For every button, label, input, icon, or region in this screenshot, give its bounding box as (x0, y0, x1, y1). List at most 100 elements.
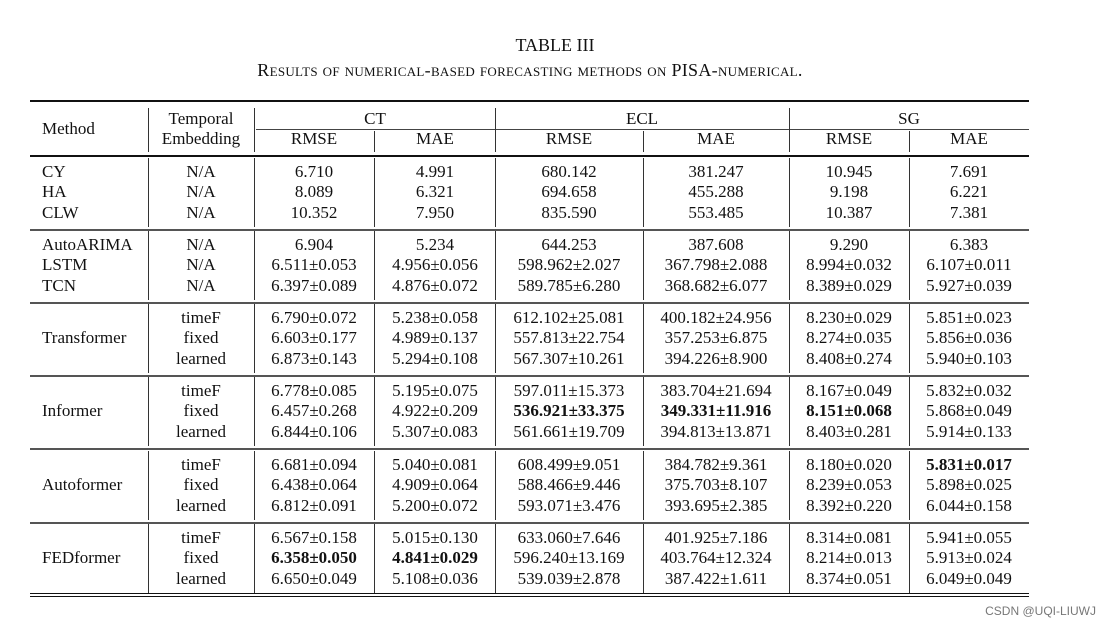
table-cell: 6.383 (949, 235, 989, 254)
column-divider (148, 451, 149, 520)
column-divider (148, 524, 149, 593)
table-cell: 567.307±10.261 (513, 348, 625, 368)
table-cell: 6.221 (949, 182, 989, 202)
temporal-embedding: timeF (181, 455, 221, 474)
column-divider (495, 304, 496, 373)
table-cell: 6.397±0.089 (271, 275, 357, 295)
table-cell: 7.950 (415, 202, 455, 222)
column-divider (254, 158, 255, 227)
column-divider (643, 304, 644, 373)
header-cmidrule (256, 129, 1029, 130)
table-cell: 8.089 (294, 182, 334, 202)
temporal-embedding: N/A (186, 235, 216, 254)
table-cell: 588.466±9.446 (517, 475, 621, 495)
table-cell: 4.909±0.064 (392, 475, 478, 495)
header-method: Method (42, 119, 95, 138)
column-divider (254, 451, 255, 520)
table-cell: 6.603±0.177 (271, 328, 357, 348)
table-cell: 4.876±0.072 (392, 275, 478, 295)
table-cell: 8.180±0.020 (806, 455, 892, 474)
temporal-embedding: timeF (181, 308, 221, 327)
table-cell: 5.914±0.133 (926, 421, 1012, 441)
table-cell: 6.044±0.158 (926, 495, 1012, 515)
table-cell: 4.956±0.056 (392, 255, 478, 275)
table-cell: 6.812±0.091 (271, 495, 357, 515)
block-separator (30, 301, 1029, 304)
temporal-embedding: fixed (183, 328, 219, 348)
column-divider (643, 524, 644, 593)
column-divider (789, 158, 790, 227)
column-divider (374, 131, 375, 152)
table-cell: 5.913±0.024 (926, 548, 1012, 568)
table-cell: 557.813±22.754 (513, 328, 625, 348)
temporal-embedding: fixed (183, 548, 219, 568)
table-cell: 539.039±2.878 (517, 568, 621, 588)
table-cell: 597.011±15.373 (513, 381, 625, 400)
table-cell: 381.247 (688, 162, 744, 181)
table-cell: 8.392±0.220 (806, 495, 892, 515)
column-divider (254, 524, 255, 593)
header-metric-mae: MAE (697, 129, 735, 148)
column-divider (789, 524, 790, 593)
method-name: LSTM (42, 255, 88, 275)
table-cell: 596.240±13.169 (513, 548, 625, 568)
temporal-embedding: timeF (181, 528, 221, 547)
table-cell: 536.921±33.375 (513, 401, 625, 421)
column-divider (909, 377, 910, 446)
table-cell: 5.831±0.017 (926, 455, 1012, 474)
table-cell: 367.798±2.088 (664, 255, 768, 275)
table-cell: 589.785±6.280 (517, 275, 621, 295)
table-cell: 5.234 (415, 235, 455, 254)
column-divider (148, 158, 149, 227)
column-divider (909, 524, 910, 593)
table-cell: 5.856±0.036 (926, 328, 1012, 348)
table-cell: 561.661±19.709 (513, 421, 625, 441)
table-cell: 8.994±0.032 (806, 255, 892, 275)
column-divider (789, 451, 790, 520)
table-cell: 6.650±0.049 (271, 568, 357, 588)
column-divider (643, 158, 644, 227)
table-cell: 6.790±0.072 (271, 308, 357, 327)
temporal-embedding: fixed (183, 475, 219, 495)
table-cell: 593.071±3.476 (517, 495, 621, 515)
table-cell: 8.314±0.081 (806, 528, 892, 547)
method-name: FEDformer (42, 548, 121, 568)
table-cell: 5.941±0.055 (926, 528, 1012, 547)
bottom-rule (30, 593, 1029, 594)
table-cell: 5.940±0.103 (926, 348, 1012, 368)
temporal-embedding: learned (175, 348, 227, 368)
column-divider (909, 158, 910, 227)
table-cell: 608.499±9.051 (517, 455, 621, 474)
table-cell: 7.691 (949, 162, 989, 181)
table-cell: 4.991 (415, 162, 455, 181)
table-cell: 8.230±0.029 (806, 308, 892, 327)
table-cell: 6.457±0.268 (271, 401, 357, 421)
column-divider (254, 377, 255, 446)
header-metric-rmse: RMSE (825, 129, 873, 148)
table-cell: 6.438±0.064 (271, 475, 357, 495)
column-divider (374, 451, 375, 520)
column-divider (789, 304, 790, 373)
table-cell: 4.922±0.209 (392, 401, 478, 421)
table-cell: 5.200±0.072 (392, 495, 478, 515)
table-cell: 5.868±0.049 (926, 401, 1012, 421)
temporal-embedding: learned (175, 568, 227, 588)
temporal-embedding: learned (175, 421, 227, 441)
table-cell: 384.782±9.361 (664, 455, 768, 474)
table-cell: 4.989±0.137 (392, 328, 478, 348)
table-cell: 6.710 (294, 162, 334, 181)
column-divider (148, 108, 149, 152)
table-cell: 8.274±0.035 (806, 328, 892, 348)
table-cell: 394.813±13.871 (660, 421, 772, 441)
table-cell: 349.331±11.916 (660, 401, 772, 421)
column-divider (148, 377, 149, 446)
method-name: TCN (42, 275, 76, 295)
table-cell: 455.288 (688, 182, 744, 202)
table-cell: 553.485 (688, 202, 744, 222)
method-name: Informer (42, 401, 103, 421)
table-cell: 598.962±2.027 (517, 255, 621, 275)
method-name: Transformer (42, 328, 127, 348)
temporal-embedding: fixed (183, 401, 219, 421)
temporal-embedding: N/A (186, 162, 216, 181)
table-cell: 6.107±0.011 (926, 255, 1012, 275)
